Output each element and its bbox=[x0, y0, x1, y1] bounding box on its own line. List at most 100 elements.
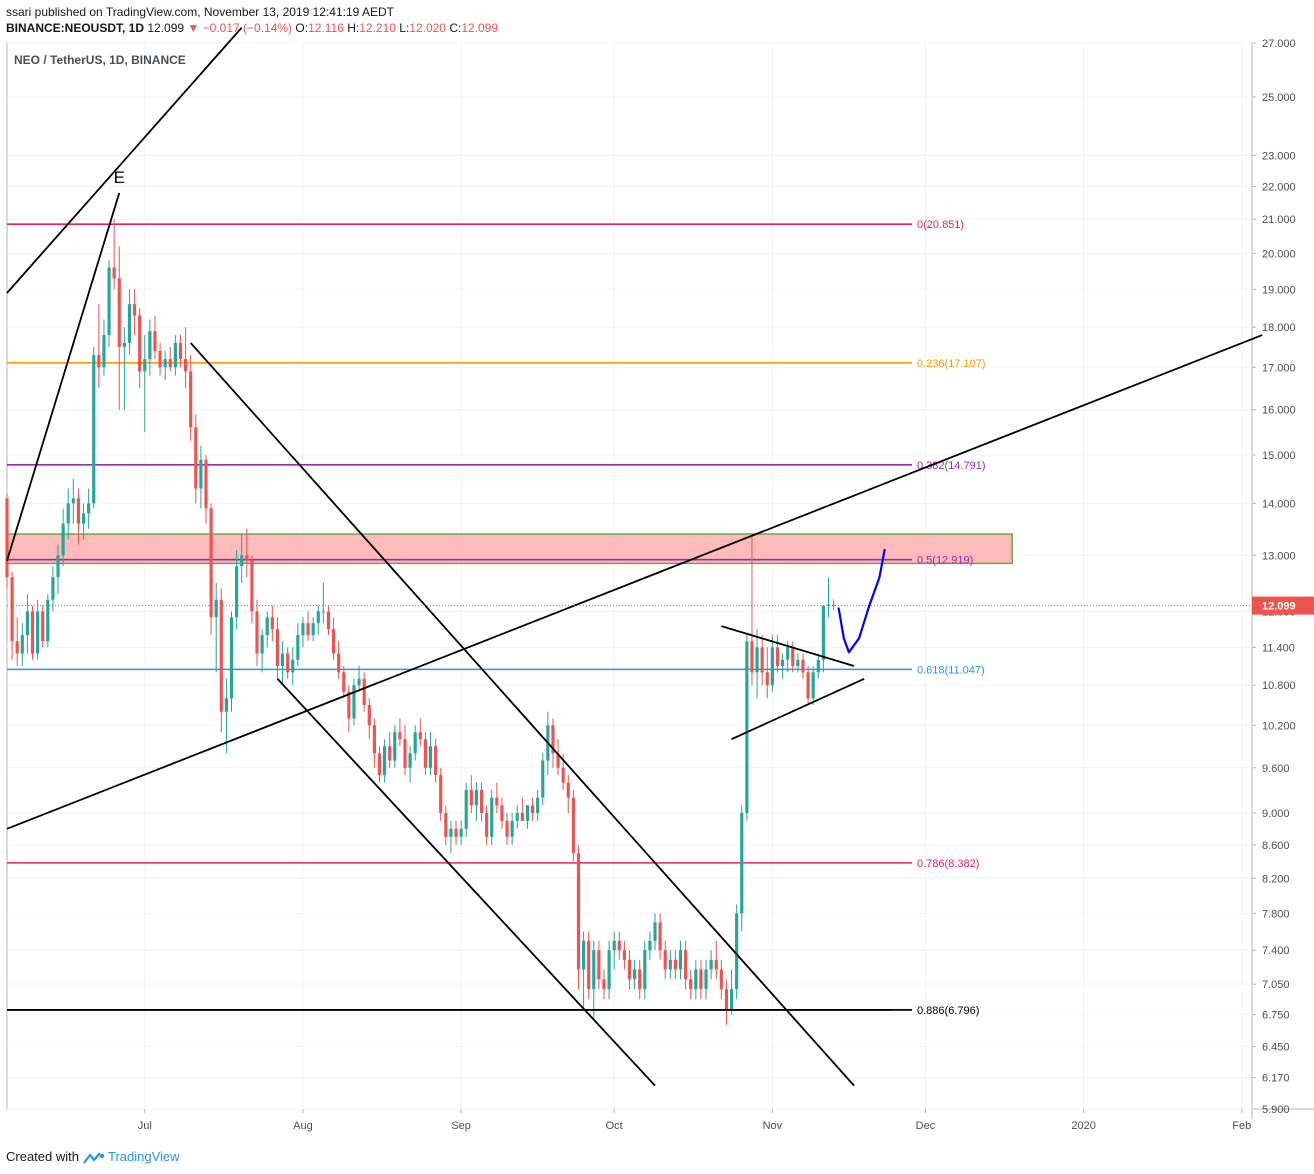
fib-level-label: 0(20.851) bbox=[917, 219, 964, 231]
candle bbox=[530, 797, 535, 821]
candle-body bbox=[821, 605, 825, 660]
candle-body bbox=[107, 267, 111, 336]
candle bbox=[826, 577, 831, 618]
down-arrow-icon: ▼ bbox=[187, 21, 200, 35]
candle bbox=[224, 678, 228, 754]
high-value: 12.210 bbox=[359, 21, 396, 35]
candle bbox=[811, 666, 815, 705]
candle-body bbox=[699, 969, 703, 990]
candle bbox=[464, 782, 468, 837]
tradingview-logo-icon bbox=[82, 1151, 104, 1164]
candle-body bbox=[581, 940, 586, 970]
resistance-zone-box bbox=[6, 533, 1013, 565]
candle bbox=[505, 813, 509, 845]
candle-body bbox=[51, 577, 55, 600]
candle-body bbox=[469, 790, 473, 806]
candle bbox=[832, 599, 836, 611]
close-label: C: bbox=[449, 21, 462, 35]
candle bbox=[791, 641, 795, 673]
candle bbox=[413, 725, 417, 761]
candle-body bbox=[102, 335, 106, 368]
candle-body bbox=[602, 979, 606, 990]
candle bbox=[178, 335, 183, 368]
candle bbox=[587, 931, 591, 1000]
y-tick-label: 10.200 bbox=[1262, 720, 1296, 732]
candle-body bbox=[418, 732, 422, 740]
candle bbox=[112, 219, 116, 290]
candle bbox=[735, 904, 739, 1000]
y-tick-label: 25.000 bbox=[1262, 92, 1296, 104]
candle bbox=[439, 767, 443, 821]
candle bbox=[148, 319, 152, 376]
x-tick-label: Jul bbox=[138, 1120, 152, 1132]
candle-body bbox=[643, 950, 647, 990]
candle bbox=[525, 805, 530, 829]
candle-body bbox=[561, 767, 565, 783]
candle-body bbox=[280, 653, 285, 667]
candle bbox=[194, 414, 198, 504]
close-value: 12.099 bbox=[461, 21, 499, 35]
candle-body bbox=[403, 739, 407, 768]
y-tick-label: 9.000 bbox=[1262, 808, 1290, 820]
candle bbox=[760, 635, 764, 686]
candle-body bbox=[811, 672, 815, 699]
candle-body bbox=[806, 672, 810, 699]
candle bbox=[566, 775, 570, 814]
candle-body bbox=[321, 611, 325, 613]
tradingview-link[interactable]: TradingView bbox=[108, 1149, 180, 1164]
fib-level-label: 0.618(11.047) bbox=[917, 664, 985, 676]
trendlines: E bbox=[6, 26, 1263, 1087]
candle bbox=[97, 304, 101, 389]
candle bbox=[36, 599, 40, 660]
candle bbox=[775, 635, 780, 673]
candle-body bbox=[240, 555, 244, 567]
candle-body bbox=[224, 698, 228, 712]
candle bbox=[617, 931, 621, 960]
candle-body bbox=[20, 635, 24, 654]
candle bbox=[51, 566, 55, 612]
y-tick-label: 7.800 bbox=[1262, 908, 1290, 920]
y-tick-label: 27.000 bbox=[1262, 38, 1296, 50]
candle-body bbox=[597, 950, 601, 980]
candle-body bbox=[801, 659, 805, 673]
candle-body bbox=[342, 672, 346, 692]
candle bbox=[592, 940, 596, 1020]
candle-body bbox=[97, 354, 101, 368]
x-tick-label: Oct bbox=[606, 1120, 623, 1132]
candle bbox=[770, 635, 774, 692]
candle-body bbox=[30, 611, 35, 654]
y-tick-label: 15.000 bbox=[1262, 450, 1296, 462]
candle-body bbox=[760, 647, 764, 673]
candle-body bbox=[658, 922, 662, 951]
candle-body bbox=[694, 969, 698, 990]
candle bbox=[709, 950, 713, 980]
candle bbox=[755, 629, 759, 699]
candle-body bbox=[617, 940, 621, 951]
candle-body bbox=[209, 508, 213, 618]
candle-body bbox=[122, 342, 126, 347]
trendline bbox=[6, 192, 121, 561]
candle bbox=[704, 959, 708, 1000]
candle bbox=[286, 647, 290, 679]
candle-body bbox=[775, 647, 780, 667]
candle-body bbox=[673, 959, 678, 970]
candle bbox=[30, 605, 35, 660]
candle-body bbox=[265, 617, 269, 636]
candle-body bbox=[250, 560, 254, 612]
y-tick-label: 8.600 bbox=[1262, 840, 1290, 852]
trendline bbox=[731, 677, 865, 740]
candle bbox=[87, 488, 91, 529]
candle bbox=[102, 319, 106, 376]
candle bbox=[485, 805, 489, 845]
candle-body bbox=[551, 725, 555, 754]
y-tick-label: 19.000 bbox=[1262, 284, 1296, 296]
candle-body bbox=[765, 672, 769, 686]
candle bbox=[372, 718, 376, 768]
y-tick-label: 18.000 bbox=[1262, 322, 1296, 334]
candle bbox=[306, 611, 310, 642]
candle-body bbox=[163, 359, 167, 368]
candle-body bbox=[454, 828, 458, 837]
candle bbox=[408, 746, 412, 783]
candle bbox=[71, 478, 75, 524]
